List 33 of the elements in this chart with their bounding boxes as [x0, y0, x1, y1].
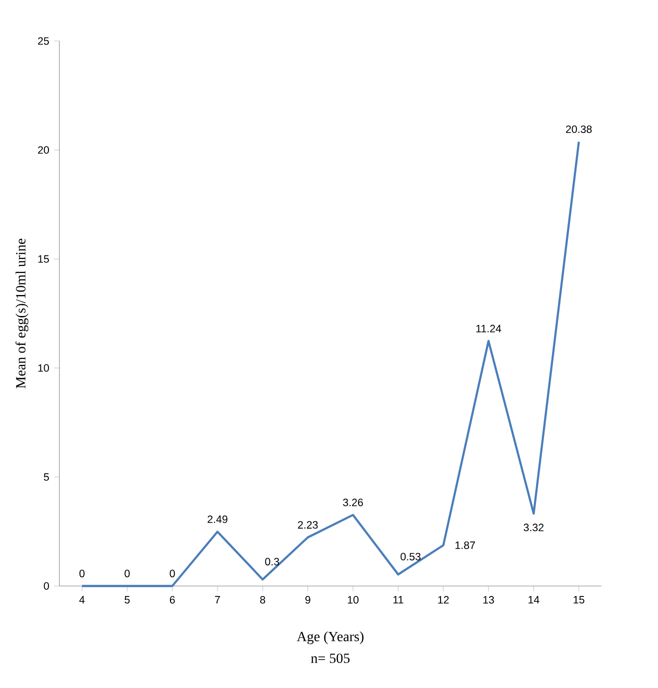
x-tick-label: 7 [215, 596, 220, 604]
x-tick-label: 5 [124, 596, 130, 604]
x-tick-label: 9 [305, 596, 310, 604]
x-tick-label: 13 [483, 596, 494, 604]
data-label: 0 [79, 570, 85, 578]
data-label: 3.32 [524, 524, 544, 532]
text: n= 505 [311, 654, 350, 664]
x-tick-label: 11 [393, 596, 404, 604]
x-tick-label: 15 [574, 596, 584, 604]
data-label: 20.38 [566, 125, 592, 133]
x-axis-title: Age (Years) [296, 631, 364, 644]
data-label: 3.26 [343, 498, 363, 506]
x-tick-label: 6 [170, 596, 175, 604]
x-tick-label: 8 [260, 596, 266, 604]
y-tick-label: 0 [44, 582, 49, 590]
data-label: 11.24 [476, 324, 502, 332]
y-tick-label: 15 [38, 255, 49, 263]
data-label: 0.53 [400, 552, 420, 560]
y-tick-label: 5 [44, 473, 49, 481]
y-tick-label: 25 [38, 37, 49, 45]
data-label: 0 [124, 570, 130, 578]
x-tick-label: 4 [79, 596, 85, 604]
y-axis-title: Mean of egg(s)/10ml urine [15, 238, 28, 388]
data-label: 1.87 [456, 541, 475, 550]
data-label: 2.23 [298, 521, 318, 529]
data-label: 0.3 [265, 558, 280, 566]
data-label: 0 [170, 570, 175, 578]
data-label: 2.49 [208, 515, 228, 524]
x-tick-label: 12 [438, 596, 449, 604]
y-tick-label: 10 [38, 364, 49, 372]
y-tick-label: 20 [38, 146, 49, 154]
x-tick-label: 10 [348, 596, 359, 604]
x-tick-label: 14 [528, 596, 540, 604]
